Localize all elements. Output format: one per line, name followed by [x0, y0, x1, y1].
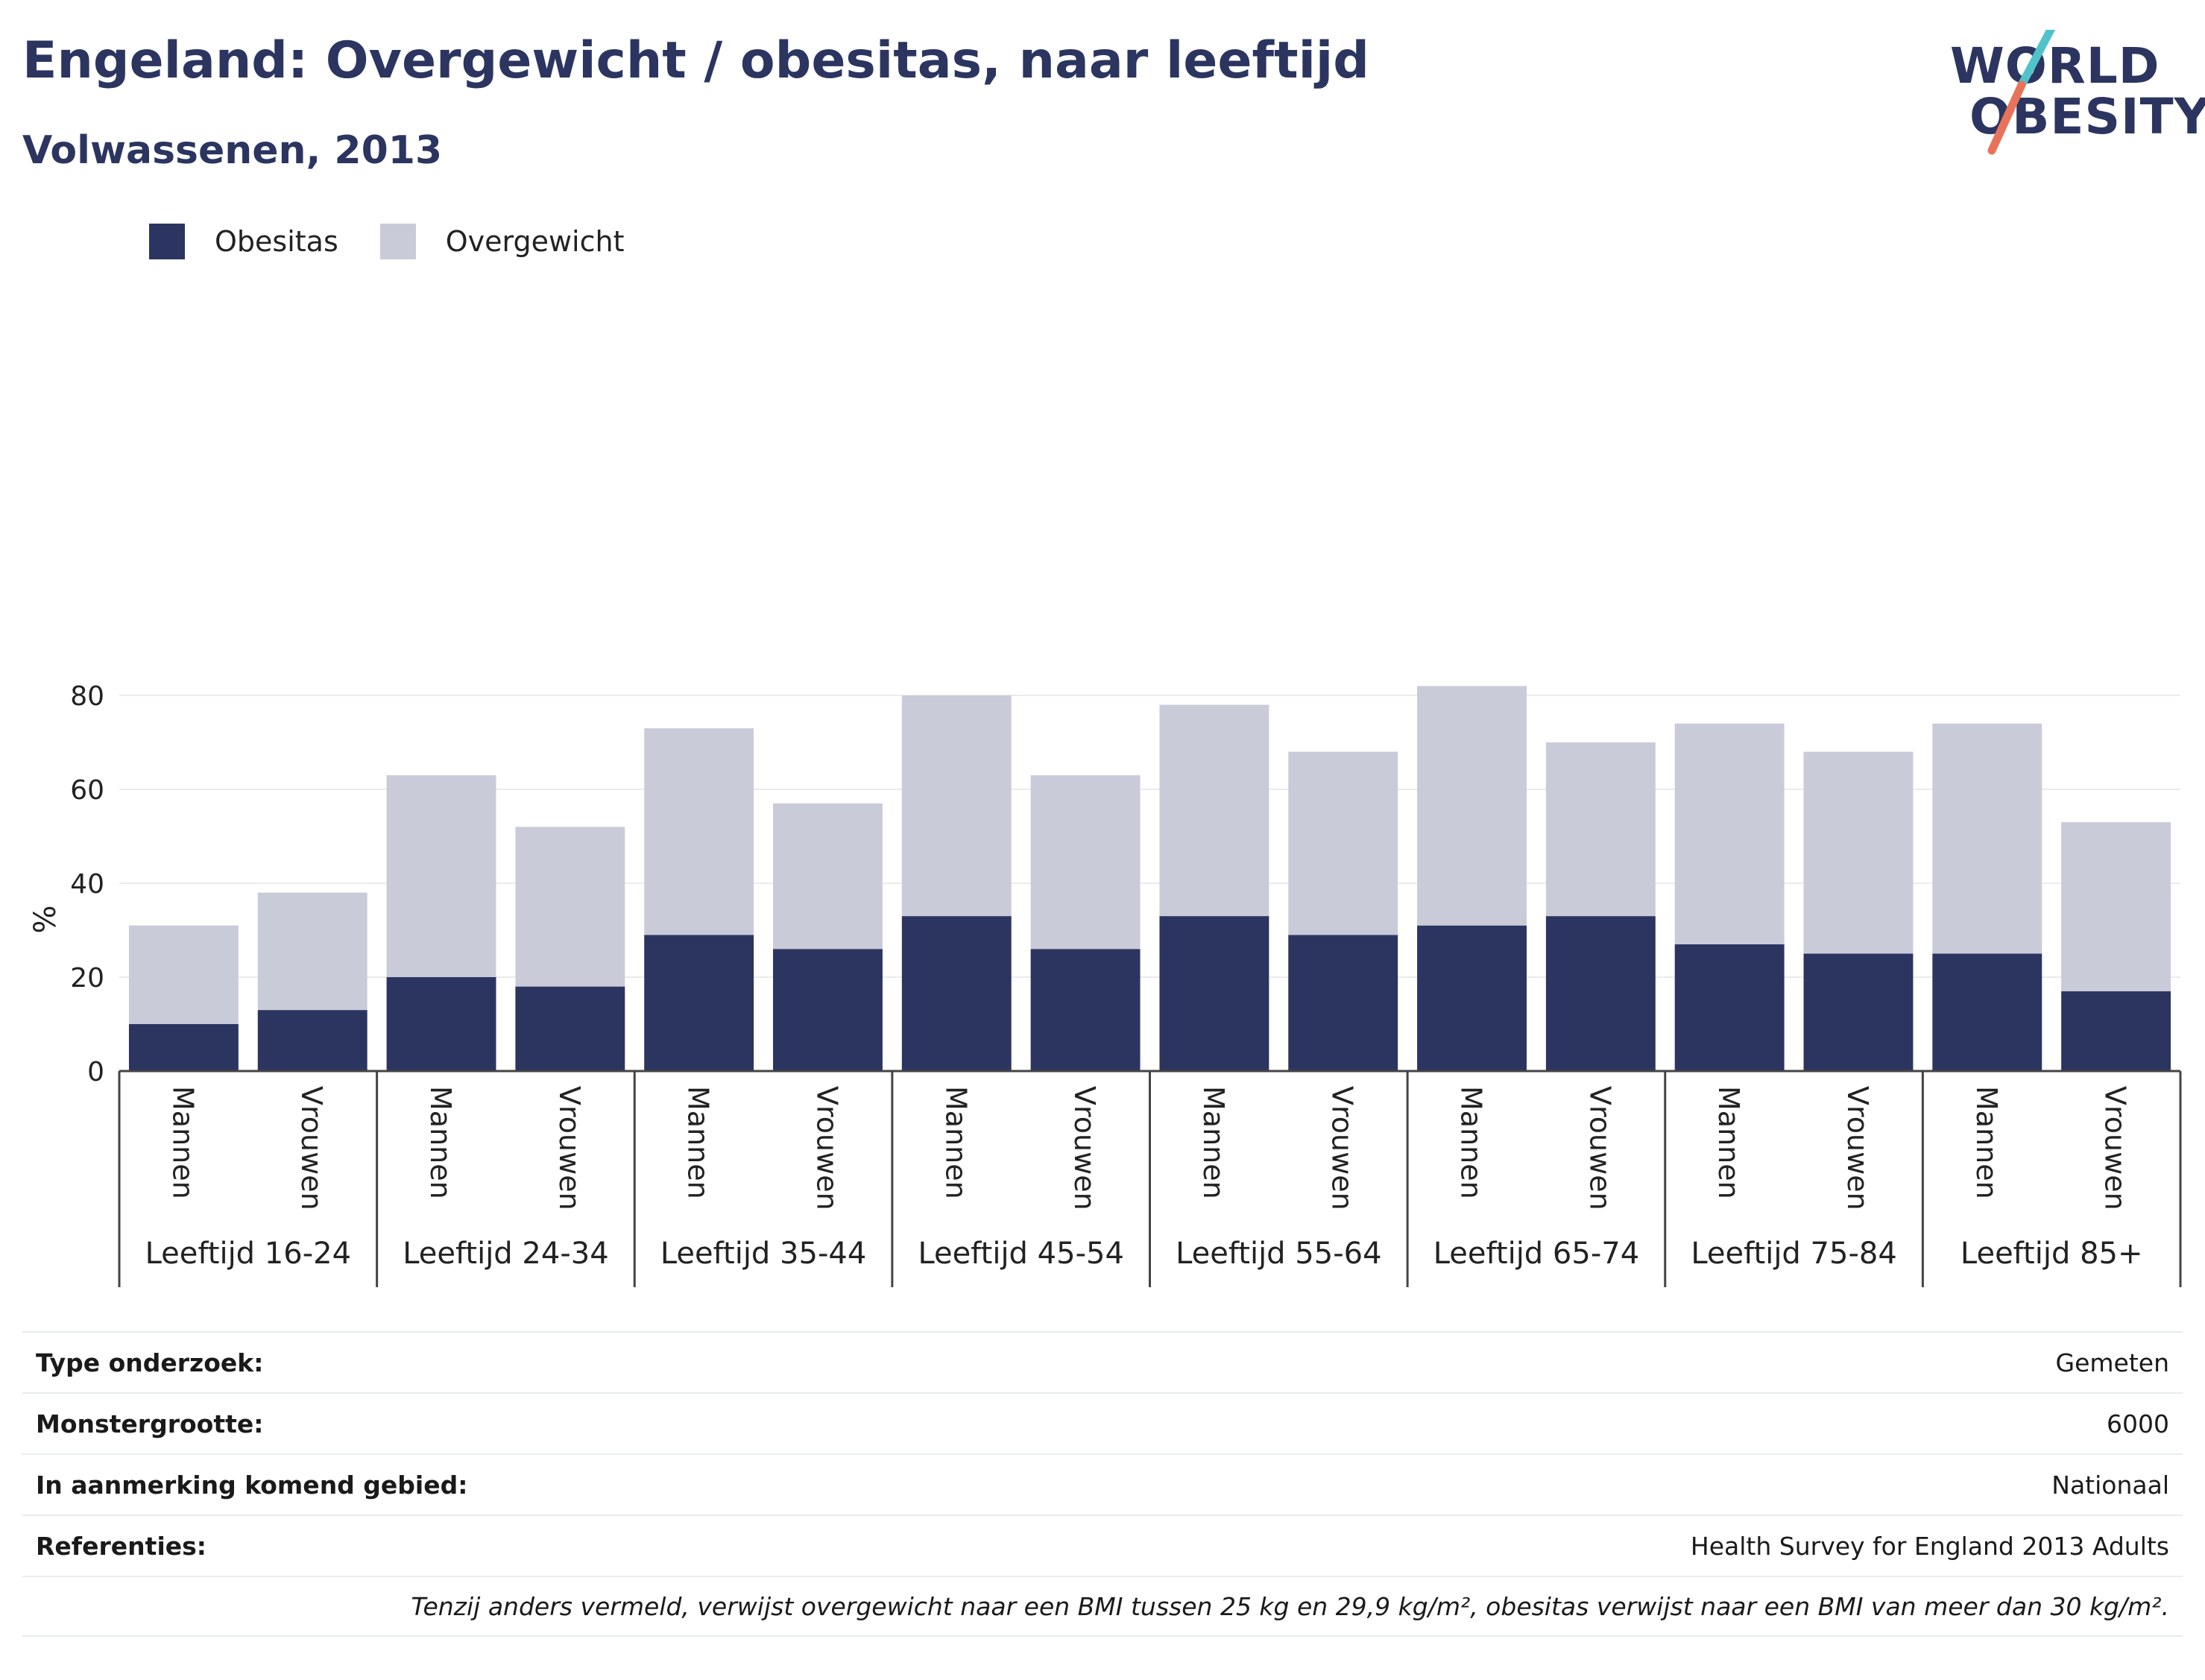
bar-overgewicht [1932, 723, 2042, 954]
bar-obesitas [1932, 953, 2042, 1071]
info-label: Referenties: [36, 1531, 206, 1561]
bar-overgewicht [1159, 704, 1269, 917]
stacked-bar-chart: 0 20 40 60 80% Mannen Vrouwen Mannen Vrouwen Mann… [28, 681, 2182, 1287]
x-subcategory-label: Mannen [1712, 1086, 1745, 1199]
bar-obesitas [515, 986, 625, 1071]
bar-obesitas [1545, 916, 1656, 1071]
bar-obesitas [1674, 944, 1785, 1071]
bar-obesitas [1417, 925, 1527, 1071]
bar-overgewicht [128, 925, 239, 1024]
bar-overgewicht [515, 827, 625, 987]
x-subcategory-label: Mannen [939, 1086, 972, 1199]
x-subcategory-label: Vrouwen [1068, 1086, 1101, 1210]
legend-swatch-overgewicht [379, 224, 416, 259]
bar-overgewicht [1288, 751, 1398, 935]
x-group-label: Leeftijd 16-24 [145, 1237, 351, 1271]
bar-obesitas [257, 1010, 368, 1071]
bar-obesitas [644, 935, 754, 1071]
info-label: Monstergrootte: [36, 1409, 264, 1439]
y-tick-label: 40 [70, 869, 104, 900]
legend-item-overgewicht[interactable]: Overgewicht [379, 224, 625, 259]
world-obesity-logo: WORLD OBESITY [1946, 30, 2205, 157]
y-tick-label: 0 [87, 1057, 104, 1087]
bar-obesitas [128, 1024, 239, 1071]
x-group-label: Leeftijd 75-84 [1691, 1237, 1896, 1271]
bar-overgewicht [1417, 686, 1527, 926]
chart-subtitle: Volwassenen, 2013 [22, 128, 443, 173]
note-text: Tenzij anders vermeld, verwijst overgewi… [411, 1591, 2169, 1621]
x-subcategory-label: Mannen [1455, 1086, 1488, 1199]
bmi-definition-note: Tenzij anders vermeld, verwijst overgewi… [22, 1576, 2183, 1637]
bar-obesitas [901, 916, 1012, 1071]
info-row-type: Type onderzoek: Gemeten [22, 1331, 2183, 1392]
bar-obesitas [2061, 991, 2171, 1071]
info-row-sample-size: Monstergrootte: 6000 [22, 1392, 2183, 1453]
info-row-references: Referenties: Health Survey for England 2… [22, 1515, 2183, 1576]
info-label: Type onderzoek: [36, 1348, 264, 1377]
bar-overgewicht [1674, 723, 1785, 944]
info-value: Health Survey for England 2013 Adults [1690, 1531, 2169, 1561]
bar-overgewicht [1030, 775, 1141, 950]
y-tick-label: 60 [70, 775, 104, 806]
x-subcategory-label: Vrouwen [1583, 1086, 1616, 1210]
y-tick-label: 20 [70, 963, 104, 994]
x-subcategory-label: Vrouwen [1326, 1086, 1359, 1210]
x-subcategory-label: Mannen [682, 1086, 715, 1199]
legend-swatch-obesitas [149, 224, 185, 259]
legend-label-obesitas: Obesitas [215, 225, 338, 258]
bar-obesitas [386, 977, 496, 1071]
bar-overgewicht [1545, 742, 1656, 917]
bar-overgewicht [901, 695, 1012, 917]
bar-obesitas [1288, 935, 1398, 1071]
bar-overgewicht [1803, 751, 1914, 954]
bar-obesitas [1159, 916, 1269, 1071]
bar-obesitas [1030, 949, 1141, 1071]
bar-obesitas [773, 949, 883, 1071]
x-subcategory-label: Vrouwen [810, 1086, 843, 1210]
x-subcategory-label: Mannen [424, 1086, 457, 1199]
x-subcategory-label: Vrouwen [1841, 1086, 1874, 1210]
x-subcategory-label: Vrouwen [2099, 1086, 2132, 1210]
y-axis-title: % [28, 905, 63, 933]
info-value: Gemeten [2055, 1348, 2169, 1377]
bar-overgewicht [257, 892, 368, 1011]
survey-info-table: Type onderzoek: Gemeten Monstergrootte: … [22, 1331, 2183, 1637]
bar-overgewicht [386, 775, 496, 977]
logo-slash-icon [1987, 30, 2056, 155]
x-subcategory-label: Vrouwen [295, 1086, 328, 1210]
bar-overgewicht [773, 803, 883, 950]
chart-title: Engeland: Overgewicht / obesitas, naar l… [22, 31, 1369, 90]
info-label: In aanmerking komend gebied: [36, 1470, 468, 1500]
legend-label-overgewicht: Overgewicht [445, 225, 625, 258]
logo-word-world: WORLD [1950, 37, 2160, 95]
info-value: 6000 [2107, 1409, 2169, 1439]
x-group-label: Leeftijd 85+ [1960, 1237, 2143, 1271]
x-group-label: Leeftijd 45-54 [918, 1237, 1123, 1271]
x-subcategory-label: Mannen [1970, 1086, 2003, 1199]
bar-overgewicht [2061, 822, 2171, 991]
x-group-label: Leeftijd 35-44 [660, 1237, 866, 1271]
bar-obesitas [1803, 953, 1914, 1071]
info-row-area: In aanmerking komend gebied: Nationaal [22, 1453, 2183, 1515]
bar-overgewicht [644, 728, 754, 935]
x-group-label: Leeftijd 55-64 [1176, 1237, 1381, 1271]
x-subcategory-label: Mannen [1197, 1086, 1230, 1199]
x-subcategory-label: Vrouwen [553, 1086, 586, 1210]
x-group-label: Leeftijd 65-74 [1433, 1237, 1639, 1271]
chart-legend: Obesitas Overgewicht [149, 221, 666, 262]
x-subcategory-label: Mannen [166, 1086, 199, 1199]
info-value: Nationaal [2051, 1470, 2169, 1500]
y-tick-label: 80 [70, 681, 104, 712]
legend-item-obesitas[interactable]: Obesitas [149, 224, 338, 259]
x-group-label: Leeftijd 24-34 [403, 1237, 608, 1271]
